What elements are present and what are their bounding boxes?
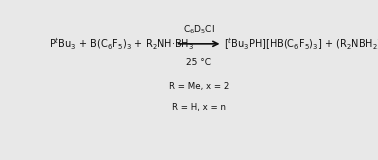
Text: R = H, x = n: R = H, x = n [172, 103, 226, 112]
Text: [$^t$Bu$_3$PH][HB(C$_6$F$_5$)$_3$] + (R$_2$NBH$_2$)$_x$: [$^t$Bu$_3$PH][HB(C$_6$F$_5$)$_3$] + (R$… [225, 36, 378, 52]
Text: P$^t$Bu$_3$ + B(C$_6$F$_5$)$_3$ + R$_2$NH·BH$_3$: P$^t$Bu$_3$ + B(C$_6$F$_5$)$_3$ + R$_2$N… [49, 36, 194, 52]
Text: C$_6$D$_5$Cl: C$_6$D$_5$Cl [183, 23, 215, 36]
Text: R = Me, x = 2: R = Me, x = 2 [169, 82, 229, 92]
Text: 25 °C: 25 °C [186, 58, 212, 67]
